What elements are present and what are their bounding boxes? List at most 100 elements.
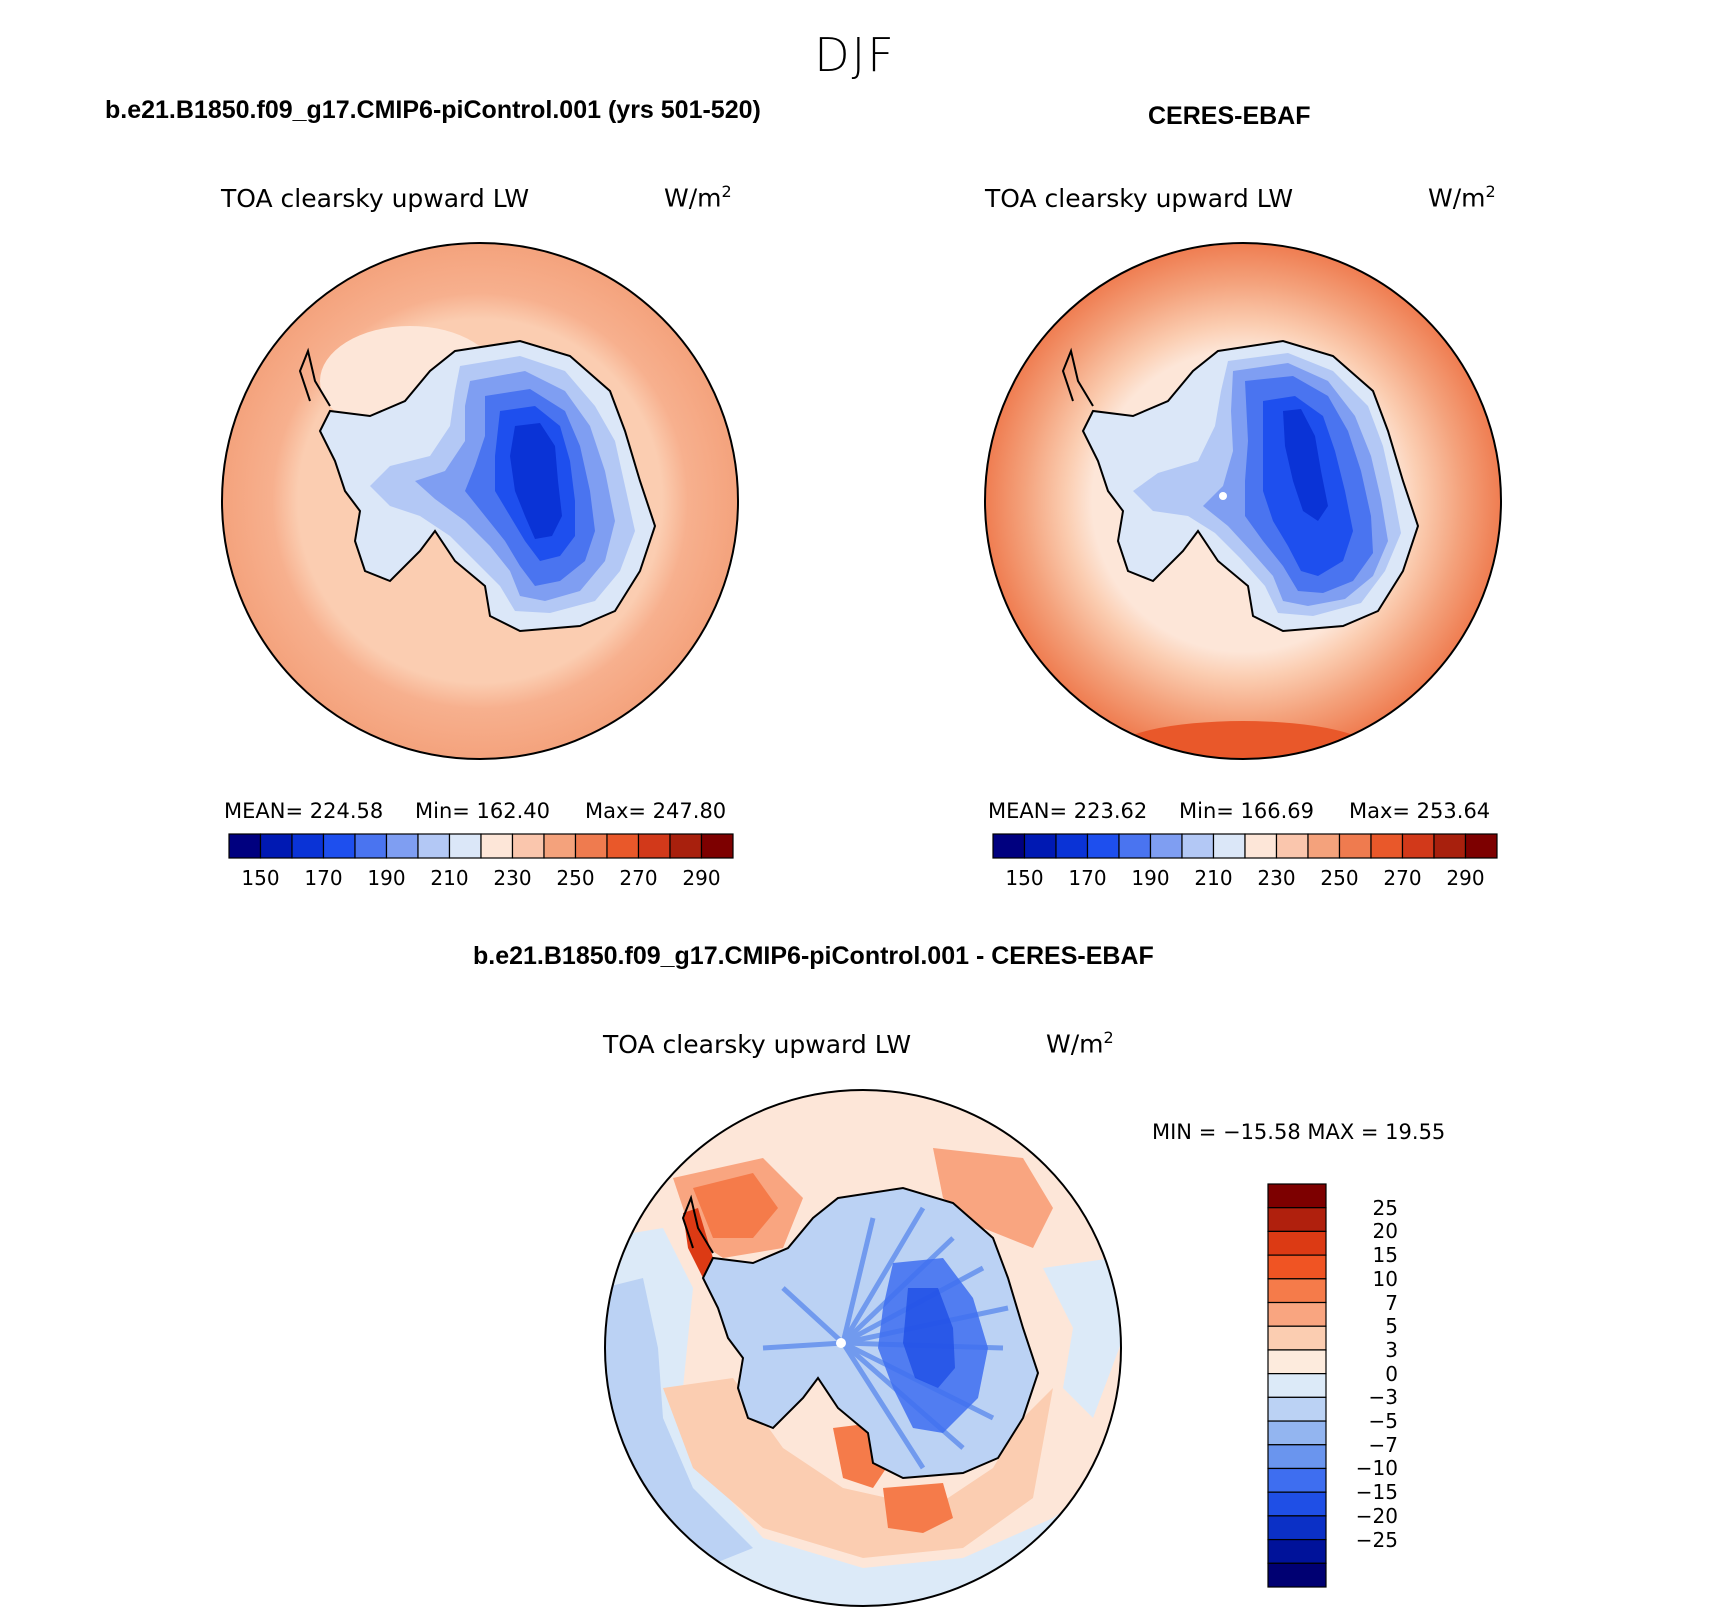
colorbar-swatch [417, 833, 451, 859]
colorbar-swatch [1267, 1396, 1327, 1422]
panel2-variable-title: TOA clearsky upward LW [985, 184, 1294, 213]
panel3-variable-title: TOA clearsky upward LW [603, 1030, 912, 1059]
panel2-colorbar-labels: 150 170 190 210 230 250 270 290 [993, 866, 1497, 896]
colorbar-tick-label: 5 [1385, 1314, 1398, 1339]
colorbar-swatch [1267, 1373, 1327, 1398]
colorbar-swatch [1181, 833, 1215, 859]
colorbar-swatch [637, 833, 671, 859]
colorbar-tick-label: −20 [1355, 1503, 1398, 1528]
colorbar-swatch [385, 833, 419, 859]
colorbar-swatch [1267, 1254, 1327, 1280]
colorbar-swatch [1267, 1444, 1327, 1470]
colorbar-swatch [1267, 1230, 1327, 1256]
panel1-coastline [318, 339, 657, 633]
panel1-colorbar [228, 833, 734, 859]
panel2-mean: MEAN= 223.62 [988, 799, 1148, 823]
colorbar-tick-label: 15 [1372, 1243, 1398, 1268]
colorbar-tick-label: 150 [1005, 866, 1044, 890]
colorbar-tick-label: 0 [1385, 1361, 1398, 1386]
colorbar-swatch [1267, 1420, 1327, 1446]
colorbar-swatch [511, 833, 545, 859]
panel2-units: W/m2 [1428, 182, 1496, 213]
colorbar-swatch [480, 833, 514, 859]
colorbar-swatch [1464, 833, 1498, 859]
panel2-case-title: CERES-EBAF [1148, 102, 1311, 130]
colorbar-swatch [1267, 1349, 1327, 1375]
colorbar-swatch [1433, 833, 1467, 859]
colorbar-swatch [1267, 1207, 1327, 1233]
panel2-min: Min= 166.69 [1179, 799, 1315, 823]
panel3-minmax: MIN = −15.58 MAX = 19.55 [1152, 1120, 1446, 1144]
colorbar-swatch [992, 833, 1026, 859]
season-title: DJF [814, 28, 896, 82]
panel3-map [604, 1089, 1122, 1607]
colorbar-swatch [1118, 833, 1152, 859]
panel3-colorbar-labels: 25 20 15 10 7 5 3 0 −3 −5 −7 −10 −15 −20 −25 [1332, 1184, 1422, 1587]
colorbar-swatch [1244, 833, 1278, 859]
panel1-colorbar-labels: 150 170 190 210 230 250 270 290 [229, 866, 733, 896]
colorbar-swatch [1267, 1538, 1327, 1564]
colorbar-tick-label: 230 [493, 866, 532, 890]
panel1-case-title: b.e21.B1850.f09_g17.CMIP6-piControl.001 … [105, 96, 761, 124]
colorbar-swatch [1086, 833, 1120, 859]
colorbar-swatch [291, 833, 325, 859]
colorbar-tick-label: 20 [1372, 1219, 1398, 1244]
colorbar-tick-label: 270 [1383, 866, 1422, 890]
colorbar-tick-label: −7 [1368, 1432, 1398, 1457]
colorbar-tick-label: 170 [304, 866, 343, 890]
colorbar-tick-label: 170 [1068, 866, 1107, 890]
panel2-map [984, 242, 1502, 760]
colorbar-tick-label: 290 [1446, 866, 1485, 890]
panel1-units: W/m2 [664, 182, 732, 213]
colorbar-tick-label: −3 [1368, 1385, 1398, 1410]
panel3-colorbar [1267, 1183, 1327, 1588]
panel3-units: W/m2 [1046, 1028, 1114, 1059]
colorbar-swatch [1212, 833, 1246, 859]
colorbar-swatch [1055, 833, 1089, 859]
colorbar-tick-label: 210 [430, 866, 469, 890]
colorbar-swatch [669, 833, 703, 859]
colorbar-swatch [1149, 833, 1183, 859]
colorbar-swatch [1275, 833, 1309, 859]
colorbar-swatch [259, 833, 293, 859]
colorbar-tick-label: −10 [1355, 1456, 1398, 1481]
colorbar-tick-label: 3 [1385, 1337, 1398, 1362]
colorbar-swatch [1023, 833, 1057, 859]
colorbar-tick-label: 250 [1320, 866, 1359, 890]
colorbar-swatch [543, 833, 577, 859]
panel3-case-title: b.e21.B1850.f09_g17.CMIP6-piControl.001 … [473, 942, 1154, 970]
colorbar-swatch [1267, 1467, 1327, 1493]
panel1-min: Min= 162.40 [415, 799, 551, 823]
colorbar-tick-label: 250 [556, 866, 595, 890]
colorbar-swatch [1401, 833, 1435, 859]
colorbar-swatch [1267, 1325, 1327, 1351]
colorbar-swatch [1307, 833, 1341, 859]
colorbar-swatch [1338, 833, 1372, 859]
colorbar-tick-label: 7 [1385, 1290, 1398, 1315]
panel1-mean: MEAN= 224.58 [224, 799, 384, 823]
colorbar-swatch [354, 833, 388, 859]
panel1-map [221, 242, 739, 760]
colorbar-swatch [1267, 1301, 1327, 1327]
colorbar-swatch [228, 833, 262, 859]
colorbar-swatch [1267, 1183, 1327, 1209]
panel2-max: Max= 253.64 [1349, 799, 1491, 823]
colorbar-swatch [322, 833, 356, 859]
colorbar-tick-label: 230 [1257, 866, 1296, 890]
colorbar-tick-label: 210 [1194, 866, 1233, 890]
colorbar-swatch [574, 833, 608, 859]
colorbar-swatch [1370, 833, 1404, 859]
colorbar-tick-label: 25 [1372, 1195, 1398, 1220]
panel2-colorbar [992, 833, 1498, 859]
colorbar-tick-label: 190 [1131, 866, 1170, 890]
colorbar-tick-label: −25 [1355, 1527, 1398, 1552]
colorbar-tick-label: 290 [682, 866, 721, 890]
panel1-variable-title: TOA clearsky upward LW [221, 184, 530, 213]
colorbar-swatch [1267, 1491, 1327, 1517]
colorbar-tick-label: 270 [619, 866, 658, 890]
colorbar-swatch [606, 833, 640, 859]
colorbar-tick-label: 10 [1372, 1266, 1398, 1291]
colorbar-swatch [1267, 1562, 1327, 1588]
colorbar-swatch [1267, 1278, 1327, 1304]
colorbar-swatch [1267, 1515, 1327, 1541]
